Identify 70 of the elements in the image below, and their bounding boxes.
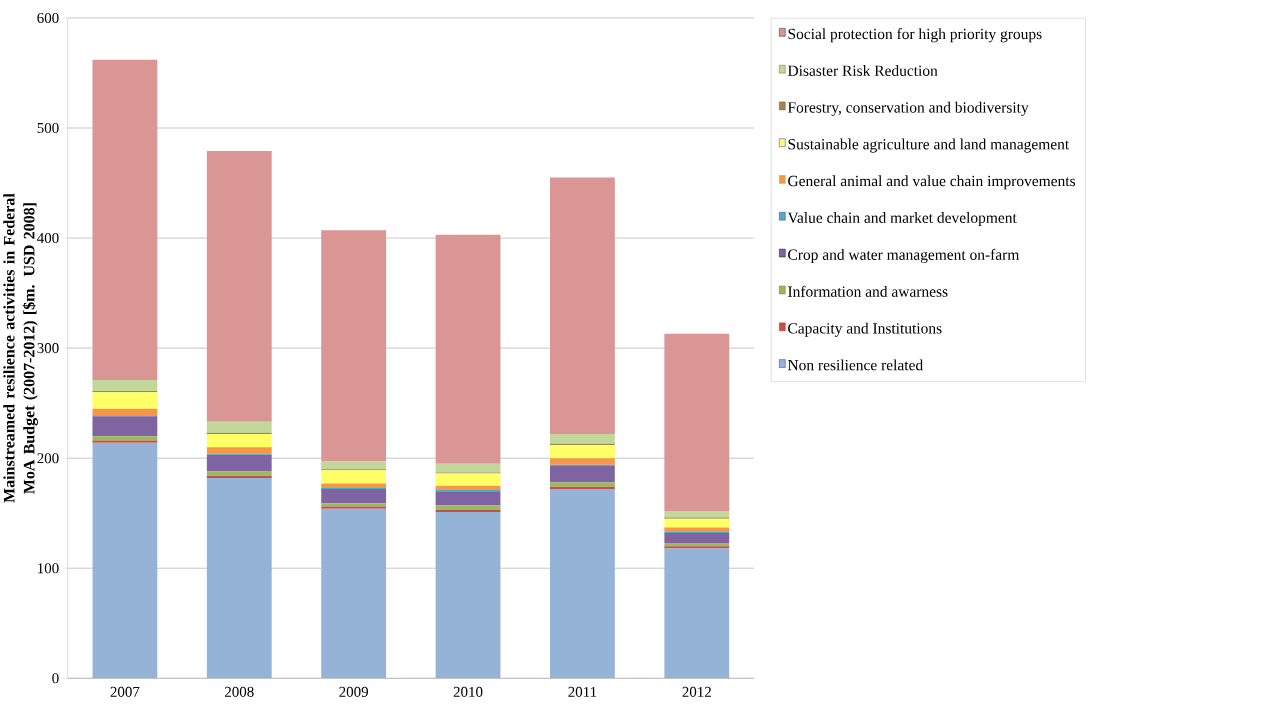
- bar: [435, 491, 501, 506]
- bar: [549, 177, 615, 434]
- bar: [92, 379, 158, 391]
- y-tick-label: 0: [52, 673, 59, 684]
- bar: [206, 475, 272, 478]
- bar: [321, 470, 387, 484]
- y-tick-label: 300: [37, 342, 59, 354]
- legend-label: Disaster Risk Reduction: [787, 64, 938, 76]
- bar: [664, 333, 730, 511]
- x-tick-label: 2011: [568, 686, 597, 697]
- bar: [321, 461, 387, 470]
- bar: [435, 505, 501, 510]
- bar: [92, 416, 158, 437]
- y-tick-label: 200: [37, 453, 59, 464]
- bar: [664, 548, 730, 679]
- legend-label: Forestry, conservation and biodiversity: [787, 101, 1029, 116]
- x-tick-label: 2009: [339, 686, 368, 697]
- legend-label: General animal and value chain improvements: [788, 175, 1076, 190]
- y-tick-label: 100: [38, 563, 59, 574]
- bar: [549, 433, 615, 444]
- y-axis-title: Mainstreamed resilience activities in Federal MoA Budget (2007-2012) [$m. USD 2008]: [3, 193, 38, 503]
- bar: [92, 59, 158, 380]
- bar: [321, 230, 387, 462]
- x-tick-label: 2008: [224, 686, 254, 697]
- y-tick-label: 600: [37, 12, 59, 23]
- bar: [664, 546, 730, 549]
- bar: [321, 508, 387, 679]
- legend-label: Non resilience related: [787, 359, 923, 371]
- bar: [92, 408, 158, 416]
- bar: [549, 444, 615, 459]
- bar: [92, 392, 158, 409]
- bar: [206, 433, 272, 448]
- bar: [549, 486, 615, 489]
- bar: [206, 421, 272, 433]
- bar: [549, 482, 615, 487]
- bar: [435, 473, 501, 486]
- x-tick-label: 2007: [110, 686, 140, 697]
- bar: [664, 527, 730, 532]
- legend-label: Social protection for high priority groups: [788, 28, 1042, 43]
- bar: [321, 488, 387, 504]
- bar: [549, 465, 615, 483]
- bar: [206, 471, 272, 476]
- bar: [664, 532, 730, 543]
- bar: [206, 454, 272, 472]
- bar: [321, 483, 387, 488]
- bar: [92, 442, 158, 679]
- bar: [435, 463, 501, 473]
- bar: [664, 518, 730, 528]
- bar: [435, 234, 501, 464]
- x-tick-label: 2012: [682, 686, 711, 697]
- x-tick-label: 2010: [453, 686, 483, 697]
- bar: [664, 510, 730, 518]
- legend-label: Sustainable agriculture and land management: [788, 138, 1070, 153]
- bar: [549, 458, 615, 465]
- y-tick-label: 500: [37, 122, 59, 133]
- legend-label: Crop and water management on-farm: [788, 248, 1020, 263]
- bar: [206, 151, 272, 422]
- y-tick-label: 400: [37, 232, 59, 244]
- bar: [206, 447, 272, 454]
- bar: [92, 440, 158, 443]
- legend-label: Value chain and market development: [787, 211, 1017, 227]
- bar: [664, 542, 730, 547]
- bar: [435, 512, 501, 679]
- bar: [435, 509, 501, 513]
- bar: [92, 436, 158, 441]
- legend-label: Information and awarness: [788, 285, 948, 297]
- bar: [435, 485, 501, 490]
- legend-label: Capacity and Institutions: [788, 322, 942, 337]
- bar: [549, 488, 615, 679]
- bar: [206, 477, 272, 679]
